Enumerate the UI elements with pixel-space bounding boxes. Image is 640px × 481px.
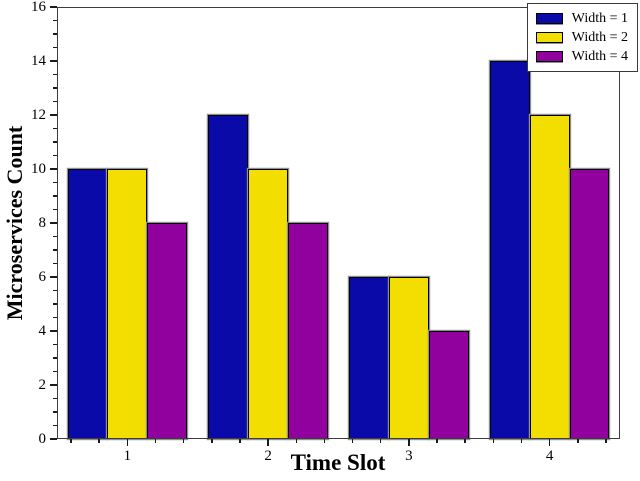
x-minor-tick <box>436 439 438 443</box>
y-minor-tick <box>53 127 57 130</box>
x-minor-tick <box>464 439 466 443</box>
y-minor-tick <box>53 370 57 373</box>
x-minor-tick <box>379 439 382 443</box>
y-tick-label: 14 <box>31 52 46 69</box>
legend-row: Width = 4 <box>535 47 628 66</box>
x-minor-tick <box>70 439 72 443</box>
legend-row: Width = 1 <box>535 9 628 28</box>
x-minor-tick <box>98 439 100 443</box>
y-major-tick <box>50 60 57 62</box>
y-minor-tick <box>53 343 57 346</box>
y-major-tick <box>50 114 57 116</box>
x-minor-tick <box>323 439 326 443</box>
y-major-tick <box>50 384 57 386</box>
x-tick-label: 4 <box>545 448 554 464</box>
legend-label: Width = 4 <box>571 48 628 64</box>
y-tick-label: 12 <box>31 106 46 123</box>
y-major-tick <box>50 330 57 332</box>
y-minor-tick <box>53 262 57 265</box>
x-minor-tick <box>182 439 185 443</box>
bar-Width4-slot4 <box>569 169 610 439</box>
x-minor-tick <box>239 439 241 443</box>
x-tick-label: 2 <box>264 448 272 464</box>
y-minor-tick <box>53 397 57 400</box>
legend-swatch <box>535 32 563 43</box>
x-axis-title: Time Slot <box>290 450 386 475</box>
y-minor-tick <box>53 411 57 413</box>
y-minor-tick <box>53 289 57 292</box>
y-tick-label: 8 <box>38 214 47 231</box>
y-minor-tick <box>53 19 57 22</box>
y-minor-tick <box>53 33 57 35</box>
x-major-tick <box>267 439 269 446</box>
bar-Width1-slot2 <box>208 115 249 439</box>
y-minor-tick <box>53 357 57 359</box>
bar-Width4-slot1 <box>147 223 188 439</box>
y-minor-tick <box>53 87 57 89</box>
y-tick-label: 10 <box>31 160 46 177</box>
y-major-tick <box>50 276 57 278</box>
y-minor-tick <box>53 154 57 157</box>
y-major-tick <box>50 222 57 224</box>
y-tick-label: 0 <box>38 430 47 447</box>
y-minor-tick <box>53 195 57 197</box>
y-major-tick <box>50 438 57 440</box>
legend-label: Width = 1 <box>571 10 628 26</box>
y-minor-tick <box>53 316 57 319</box>
y-minor-tick <box>53 424 57 427</box>
y-minor-tick <box>53 46 57 49</box>
bar-Width4-slot3 <box>428 331 469 439</box>
bar-Width2-slot2 <box>248 169 289 439</box>
x-minor-tick <box>577 439 579 443</box>
x-minor-tick <box>605 439 607 443</box>
y-minor-tick <box>53 181 57 184</box>
x-major-tick <box>408 439 410 446</box>
x-major-tick <box>126 439 129 446</box>
x-minor-tick <box>492 439 495 443</box>
x-tick-label: 1 <box>123 448 132 464</box>
y-tick-label: 6 <box>38 268 47 285</box>
x-minor-tick <box>351 439 354 443</box>
x-minor-tick <box>295 439 298 443</box>
y-minor-tick <box>53 100 57 103</box>
x-minor-tick <box>154 439 157 443</box>
y-minor-tick <box>53 73 57 76</box>
bar-Width1-slot4 <box>489 61 530 439</box>
y-minor-tick <box>53 249 57 251</box>
legend-label: Width = 2 <box>571 29 628 45</box>
y-tick-label: 16 <box>31 0 46 15</box>
legend-swatch <box>535 51 563 62</box>
y-tick-label: 4 <box>38 322 47 339</box>
bar-Width1-slot3 <box>349 277 389 439</box>
bar-Width1-slot1 <box>67 169 108 439</box>
y-tick-label: 2 <box>38 376 47 393</box>
y-minor-tick <box>53 303 57 305</box>
x-major-tick <box>548 439 551 446</box>
x-tick-label: 3 <box>405 448 413 464</box>
y-major-tick <box>50 6 57 8</box>
y-minor-tick <box>53 208 57 211</box>
y-major-tick <box>50 168 57 170</box>
legend-swatch <box>535 13 563 24</box>
bar-Width2-slot4 <box>529 115 570 439</box>
bar-Width2-slot1 <box>107 169 148 439</box>
y-minor-tick <box>53 235 57 238</box>
x-minor-tick <box>520 439 523 443</box>
bar-Width4-slot2 <box>288 223 328 439</box>
x-minor-tick <box>211 439 213 443</box>
y-minor-tick <box>53 141 57 143</box>
legend-row: Width = 2 <box>535 28 628 47</box>
legend: Width = 1 Width = 2 Width = 4 <box>526 3 638 72</box>
bar-Width2-slot3 <box>388 277 429 439</box>
